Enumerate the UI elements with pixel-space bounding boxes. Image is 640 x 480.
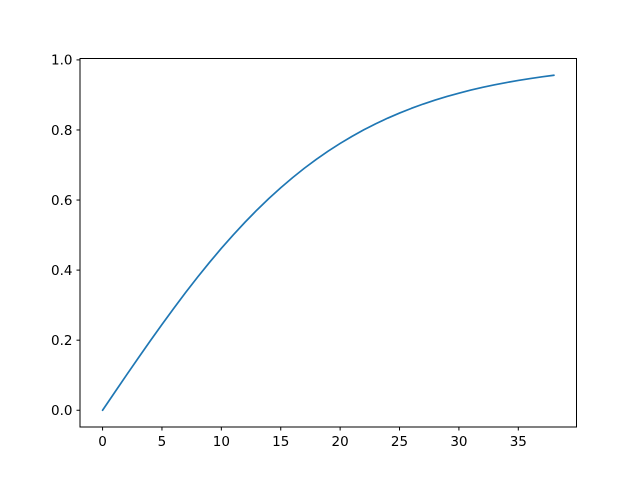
x-tick-label: 0	[98, 434, 107, 450]
y-tick-label: 0.4	[51, 263, 72, 279]
y-tick-label: 1.0	[51, 53, 72, 69]
x-tick-label: 25	[391, 434, 408, 450]
tick-labels: 0 5 10 15 20 25 30 35 0.0 0.2 0.4 0.6 0.8 1.0	[51, 53, 527, 450]
axes-frame	[79, 58, 577, 428]
x-tick-label: 30	[450, 434, 467, 450]
y-tick-label: 0.2	[51, 333, 72, 349]
y-tick-label: 0.6	[51, 193, 72, 209]
x-tick-label: 5	[158, 434, 167, 450]
x-tick-label: 15	[272, 434, 289, 450]
data-line-layer	[101, 74, 555, 412]
y-tick-label: 0.0	[51, 403, 72, 419]
x-tick-label: 20	[332, 434, 349, 450]
y-tick-label: 0.8	[51, 123, 72, 139]
x-tick-label: 10	[213, 434, 230, 450]
x-tick-label: 35	[510, 434, 527, 450]
tick-marks	[76, 59, 519, 431]
axes	[79, 58, 577, 428]
data-line	[101, 74, 555, 412]
